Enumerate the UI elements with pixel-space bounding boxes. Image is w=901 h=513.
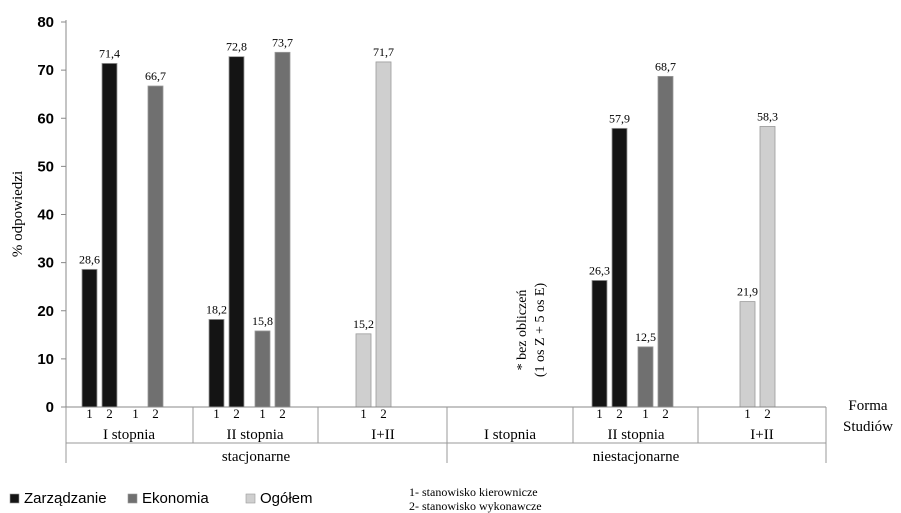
bar-code-label: 1 [642,406,649,421]
legend: Zarządzanie Ekonomia Ogółem [9,490,313,507]
x-group-label: I+II [750,427,773,443]
bar-zarządzanie [101,62,118,408]
bar-code-label: 1 [132,406,139,421]
y-tick-label: 30 [37,255,54,272]
legend-label: Ogółem [260,490,313,507]
bar-value-label: 26,3 [589,263,610,277]
legend-label: Zarządzanie [24,490,107,507]
bar-zarządzanie [591,280,608,408]
bar-value-label: 72,8 [226,40,247,54]
note-line1: * bez obliczeń [515,290,530,371]
legend-label: Ekonomia [142,490,209,507]
x-form-label: niestacjonarne [593,449,680,465]
y-tick-label: 70 [37,62,54,79]
x-axis-label-line2: Studiów [843,419,893,435]
bar-ogółem [739,301,756,408]
bar-value-label: 71,4 [99,46,120,60]
bar-code-label: 1 [86,406,93,421]
bars: 28,6 71,4 66,7 18,2 72,8 15,8 73,7 15,2 71,7 26,3… [79,35,778,408]
bar-code-label: 1 [213,406,220,421]
note-line2: (1 os Z + 5 os E) [533,283,548,378]
y-tick-label: 50 [37,158,54,175]
bar-ogółem [759,126,776,408]
legend-swatch [9,493,20,504]
bar-code-label: 2 [764,406,771,421]
bar-value-label: 12,5 [635,330,656,344]
legend-swatch [245,493,256,504]
y-tick-label: 60 [37,110,54,127]
bar-value-label: 71,7 [373,45,394,59]
bar-zarządzanie [228,56,245,408]
bar-value-label: 58,3 [757,109,778,123]
legend-swatch [127,493,138,504]
y-tick-label: 10 [37,351,54,368]
bar-zarządzanie [81,268,98,408]
bar-zarządzanie [611,127,628,408]
x-group-label: II stopnia [607,427,664,443]
bar-value-label: 57,9 [609,111,630,125]
x-axis: 1 2 1 2 1 2 1 2 1 2 1 2 1 2 1 2I stopnia II stopnia I+II I… [65,406,827,465]
bar-ogółem [355,333,372,408]
y-axis: 0 10 20 30 40 50 60 70 80 [37,14,67,416]
bar-value-label: 15,8 [252,314,273,328]
x-form-label: stacjonarne [222,449,291,465]
y-tick-label: 0 [46,399,54,416]
bar-code-label: 2 [380,406,387,421]
bar-code-label: 1 [744,406,751,421]
bar-code-label: 2 [152,406,159,421]
bar-value-label: 28,6 [79,252,100,266]
bar-ekonomia [147,85,164,408]
y-tick-label: 20 [37,303,54,320]
bar-code-label: 1 [596,406,603,421]
bar-code-label: 2 [662,406,669,421]
bar-value-label: 15,2 [353,317,374,331]
y-tick-label: 40 [37,207,54,224]
bar-code-label: 2 [616,406,623,421]
bar-code-label: 1 [259,406,266,421]
code-legend-line2: 2- stanowisko wykonawcze [409,499,542,513]
bar-code-label: 2 [279,406,286,421]
bar-value-label: 73,7 [272,35,293,49]
bar-value-label: 66,7 [145,69,166,83]
bar-ekonomia [657,75,674,408]
y-tick-label: 80 [37,14,54,31]
bar-ekonomia [254,330,271,408]
x-group-label: I stopnia [103,427,155,443]
code-legend-line1: 1- stanowisko kierownicze [409,485,538,499]
bar-value-label: 21,9 [737,285,758,299]
x-group-label: I+II [371,427,394,443]
x-axis-label-line1: Forma [848,398,888,414]
bar-ogółem [375,61,392,408]
bar-code-label: 2 [233,406,240,421]
bar-code-label: 2 [106,406,113,421]
bar-value-label: 18,2 [206,302,227,316]
bar-code-label: 1 [360,406,367,421]
x-group-label: II stopnia [226,427,283,443]
bar-zarządzanie [208,319,225,408]
bar-ekonomia [637,346,654,408]
x-group-label: I stopnia [484,427,536,443]
bar-value-label: 68,7 [655,59,676,73]
y-axis-label: % odpowiedzi [10,171,26,257]
bar-ekonomia [274,51,291,408]
